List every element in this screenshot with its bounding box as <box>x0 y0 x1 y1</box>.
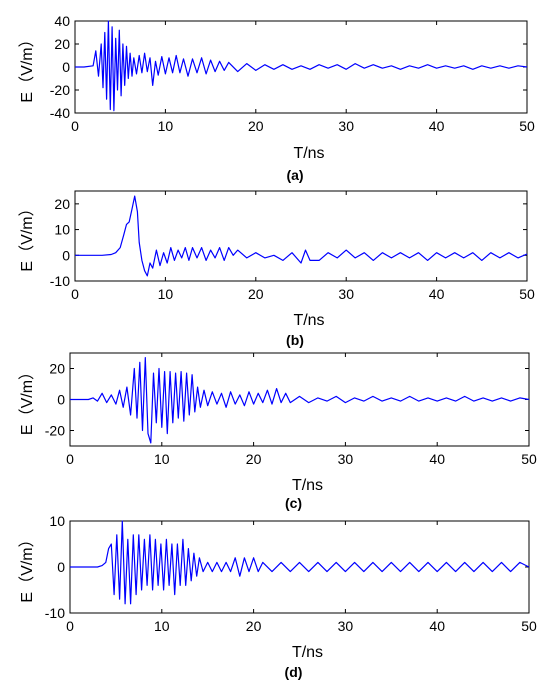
series-line <box>75 20 528 112</box>
x-tick-label: 20 <box>246 451 262 467</box>
panel-a: 0 10 20 30 40 50 -40 -20 0 20 40 T/ns E（V/m） (a) <box>18 13 535 183</box>
x-tick-label: 20 <box>248 286 264 302</box>
x-tick-label: 50 <box>519 286 535 302</box>
y-tick-label: -20 <box>50 82 70 98</box>
y-axis-title: E（V/m） <box>18 31 36 102</box>
y-tick-label: 0 <box>62 59 70 75</box>
x-tick-label: 40 <box>429 286 445 302</box>
x-axis-title: T/ns <box>293 145 324 162</box>
y-tick-label: 40 <box>54 13 70 29</box>
y-tick-label: 20 <box>49 361 65 377</box>
x-tick-label: 20 <box>246 618 262 634</box>
panel-label: (d) <box>285 664 303 680</box>
x-tick-label: 40 <box>429 118 445 134</box>
panel-label: (c) <box>285 495 302 511</box>
x-tick-label: 20 <box>248 118 264 134</box>
x-tick-label: 50 <box>521 618 537 634</box>
series-line <box>70 357 530 444</box>
series-line <box>75 195 528 277</box>
y-tick-label: -10 <box>45 605 65 621</box>
x-tick-label: 30 <box>338 118 354 134</box>
y-tick-label: -10 <box>50 273 70 289</box>
y-tick-label: 20 <box>54 196 70 212</box>
y-tick-label: -40 <box>50 105 70 121</box>
panel-label: (a) <box>286 167 303 183</box>
series-line <box>70 520 530 605</box>
x-axis-title: T/ns <box>293 312 324 329</box>
x-axis-title: T/ns <box>292 477 323 494</box>
x-tick-label: 30 <box>338 451 354 467</box>
x-tick-label: 10 <box>158 118 174 134</box>
x-tick-label: 50 <box>521 451 537 467</box>
x-tick-label: 40 <box>429 618 445 634</box>
x-tick-label: 40 <box>429 451 445 467</box>
y-tick-label: 0 <box>57 392 65 408</box>
y-tick-label: 10 <box>54 222 70 238</box>
y-tick-label: 10 <box>49 513 65 529</box>
x-tick-label: 0 <box>71 286 79 302</box>
y-tick-label: -20 <box>45 423 65 439</box>
x-tick-label: 10 <box>154 451 170 467</box>
plot-frame <box>69 352 530 447</box>
y-tick-label: 20 <box>54 36 70 52</box>
y-tick-label: 0 <box>57 559 65 575</box>
x-tick-label: 50 <box>519 118 535 134</box>
panel-label: (b) <box>286 332 304 348</box>
x-tick-label: 10 <box>158 286 174 302</box>
x-tick-label: 30 <box>338 286 354 302</box>
x-tick-label: 0 <box>66 451 74 467</box>
x-tick-label: 30 <box>338 618 354 634</box>
y-axis-title: E（V/m） <box>18 531 36 602</box>
y-axis-title: E（V/m） <box>18 364 36 435</box>
y-axis-title: E（V/m） <box>18 200 36 271</box>
plot-frame <box>74 190 528 282</box>
y-tick-label: 0 <box>62 247 70 263</box>
x-tick-label: 0 <box>71 118 79 134</box>
x-tick-label: 10 <box>154 618 170 634</box>
x-axis-title: T/ns <box>292 644 323 661</box>
x-tick-label: 0 <box>66 618 74 634</box>
